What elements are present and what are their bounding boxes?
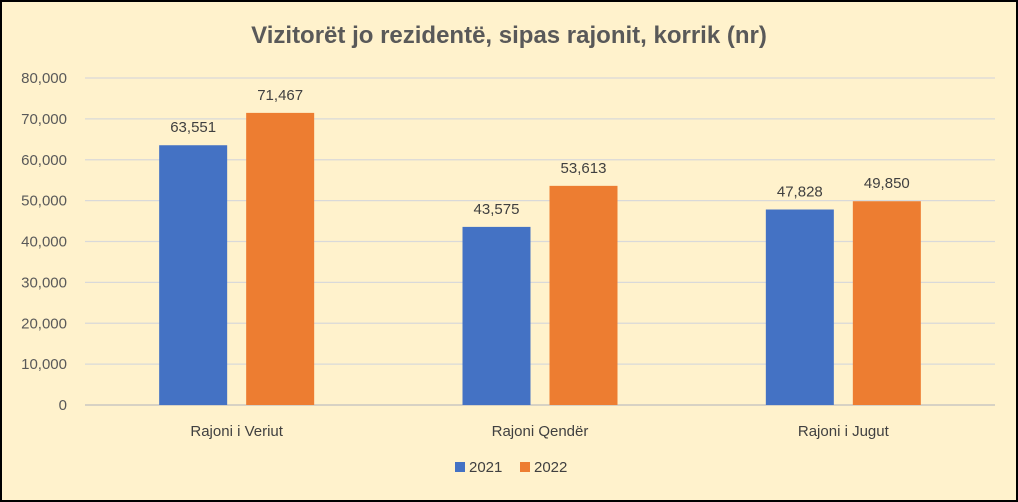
bar-2021-1 [462, 226, 531, 405]
y-tick-label: 10,000 [21, 356, 67, 373]
chart-title: Vizitorët jo rezidentë, sipas rajonit, k… [251, 22, 767, 49]
data-label: 43,575 [474, 201, 520, 218]
legend: 2021 2022 [455, 459, 567, 476]
y-tick-label: 50,000 [21, 193, 67, 210]
y-tick-label: 0 [59, 397, 67, 414]
data-label: 49,850 [864, 175, 910, 192]
x-tick-label: Rajoni i Jugut [798, 423, 890, 440]
data-label: 53,613 [561, 160, 607, 177]
y-tick-label: 70,000 [21, 111, 67, 128]
y-tick-label: 40,000 [21, 234, 67, 251]
gridlines [85, 77, 995, 406]
legend-label: 2021 [469, 459, 502, 476]
bars: 63,551 71,467 43,575 53,613 47,828 49,850 [159, 87, 921, 406]
legend-swatch-2022 [520, 462, 530, 472]
y-axis-ticks: 0 10,000 20,000 30,000 40,000 50,000 60,000 70,… [21, 70, 67, 414]
legend-label: 2022 [534, 459, 567, 476]
data-label: 63,551 [170, 119, 216, 136]
y-tick-label: 20,000 [21, 315, 67, 332]
bar-2022-2 [852, 201, 921, 405]
bar-2022-0 [246, 112, 315, 406]
bar-2021-0 [159, 145, 228, 405]
y-tick-label: 60,000 [21, 152, 67, 169]
data-label: 47,828 [777, 184, 823, 201]
legend-swatch-2021 [455, 462, 465, 472]
bar-2021-2 [765, 209, 834, 405]
data-label: 71,467 [257, 87, 303, 104]
y-tick-label: 30,000 [21, 274, 67, 291]
x-axis-labels: Rajoni i Veriut Rajoni Qendër Rajoni i Jug… [190, 423, 889, 440]
bar-2022-1 [549, 185, 618, 405]
x-tick-label: Rajoni Qendër [492, 423, 589, 440]
y-tick-label: 80,000 [21, 70, 67, 87]
x-tick-label: Rajoni i Veriut [190, 423, 283, 440]
